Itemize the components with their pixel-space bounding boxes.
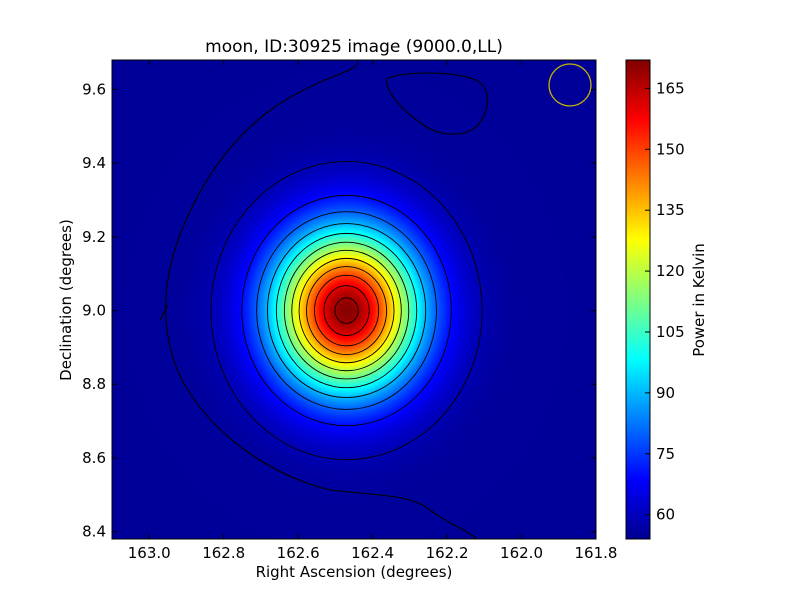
chart-title: moon, ID:30925 image (9000.0,LL)	[205, 37, 503, 57]
x-axis: 163.0 162.8 162.6 162.4 162.2 162.0 161.8	[128, 60, 618, 562]
contour-level	[334, 297, 359, 324]
x-tick-label: 162.2	[426, 544, 469, 562]
contour-level	[275, 232, 418, 389]
colorbar-tick-label: 120	[656, 262, 685, 280]
heatmap-image	[112, 60, 596, 539]
beam-marker	[548, 63, 592, 107]
colorbar-label: Power in Kelvin	[690, 243, 708, 357]
x-axis-label: Right Ascension (degrees)	[256, 563, 453, 581]
colorbar-tick-label: 75	[656, 445, 675, 463]
y-axis-label: Declination (degrees)	[57, 219, 75, 381]
contour-level	[298, 257, 395, 364]
colorbar-tick-label: 165	[656, 79, 685, 97]
colorbar-tick-label: 150	[656, 140, 685, 158]
contour-level	[314, 274, 380, 347]
y-tick-label: 9.4	[82, 154, 106, 172]
colorbar-axis: 60 75 90 105 120 135 150 165	[645, 79, 685, 524]
y-tick-label: 8.6	[82, 449, 106, 467]
x-tick-label: 162.0	[500, 544, 543, 562]
contour-level	[323, 285, 370, 336]
contour-level	[306, 266, 388, 356]
contour-outer	[165, 61, 478, 539]
y-axis: 8.4 8.6 8.8 9.0 9.2 9.4 9.6	[82, 80, 596, 541]
x-tick-label: 163.0	[128, 544, 171, 562]
contour-level	[241, 194, 452, 427]
source-contours	[210, 161, 483, 461]
x-tick-label: 162.6	[277, 544, 320, 562]
x-tick-label: 161.8	[575, 544, 618, 562]
colorbar	[625, 59, 651, 540]
contour-level	[266, 223, 427, 399]
contour-lines	[159, 61, 489, 539]
y-tick-label: 8.4	[82, 523, 106, 541]
colorbar-tick-label: 90	[656, 384, 675, 402]
colorbar-tick-label: 135	[656, 201, 685, 219]
contour-level	[283, 241, 410, 380]
y-tick-label: 8.8	[82, 375, 106, 393]
contour-level	[210, 161, 483, 461]
x-tick-label: 162.4	[351, 544, 394, 562]
contour-outer-cusp	[159, 304, 169, 321]
y-tick-label: 9.0	[82, 302, 106, 320]
y-tick-label: 9.6	[82, 80, 106, 98]
contour-level	[291, 249, 402, 372]
contour-level	[256, 211, 437, 410]
contour-top-loop	[385, 72, 489, 135]
x-tick-label: 162.8	[202, 544, 245, 562]
colorbar-tick-label: 105	[656, 323, 685, 341]
y-tick-label: 9.2	[82, 228, 106, 246]
colorbar-tick-label: 60	[656, 506, 675, 524]
plot-frame	[111, 59, 597, 540]
